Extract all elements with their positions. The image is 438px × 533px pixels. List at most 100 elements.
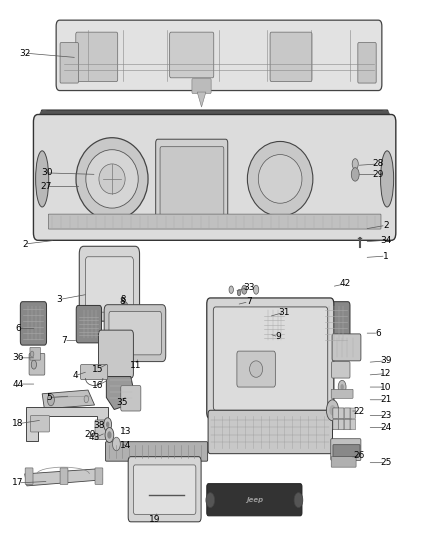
Ellipse shape bbox=[86, 150, 138, 208]
FancyBboxPatch shape bbox=[99, 330, 134, 378]
Text: 3: 3 bbox=[57, 295, 63, 304]
FancyBboxPatch shape bbox=[270, 32, 312, 82]
FancyBboxPatch shape bbox=[128, 457, 201, 522]
FancyBboxPatch shape bbox=[20, 302, 46, 345]
FancyBboxPatch shape bbox=[56, 20, 382, 91]
Text: 7: 7 bbox=[246, 297, 251, 306]
FancyBboxPatch shape bbox=[33, 115, 396, 240]
Circle shape bbox=[329, 405, 336, 416]
FancyBboxPatch shape bbox=[261, 305, 287, 345]
Ellipse shape bbox=[35, 151, 49, 207]
Circle shape bbox=[237, 290, 241, 296]
FancyBboxPatch shape bbox=[170, 32, 214, 78]
Circle shape bbox=[106, 422, 110, 427]
Circle shape bbox=[338, 381, 346, 394]
FancyBboxPatch shape bbox=[134, 465, 196, 514]
FancyBboxPatch shape bbox=[213, 307, 328, 410]
FancyBboxPatch shape bbox=[339, 419, 344, 430]
Text: 32: 32 bbox=[19, 49, 30, 58]
Text: 6: 6 bbox=[15, 324, 21, 333]
FancyBboxPatch shape bbox=[237, 351, 276, 387]
Text: 36: 36 bbox=[12, 353, 24, 362]
FancyBboxPatch shape bbox=[333, 408, 338, 418]
FancyBboxPatch shape bbox=[339, 408, 344, 418]
Polygon shape bbox=[25, 469, 102, 486]
Text: 31: 31 bbox=[279, 308, 290, 317]
FancyBboxPatch shape bbox=[332, 334, 361, 361]
Ellipse shape bbox=[247, 141, 313, 216]
Text: 27: 27 bbox=[41, 182, 52, 191]
FancyBboxPatch shape bbox=[331, 389, 353, 398]
Text: 30: 30 bbox=[41, 168, 52, 177]
FancyBboxPatch shape bbox=[333, 408, 351, 418]
FancyBboxPatch shape bbox=[207, 483, 302, 516]
Circle shape bbox=[107, 431, 112, 439]
Text: 35: 35 bbox=[117, 398, 128, 407]
Text: 1: 1 bbox=[383, 252, 389, 261]
Text: 14: 14 bbox=[120, 441, 131, 450]
FancyBboxPatch shape bbox=[333, 419, 338, 430]
Text: Jeep: Jeep bbox=[246, 497, 263, 503]
Circle shape bbox=[31, 360, 36, 369]
FancyBboxPatch shape bbox=[60, 43, 78, 83]
Text: 13: 13 bbox=[120, 427, 131, 437]
Text: 8: 8 bbox=[119, 297, 125, 306]
Text: 7: 7 bbox=[61, 336, 67, 345]
FancyBboxPatch shape bbox=[41, 110, 388, 124]
FancyBboxPatch shape bbox=[30, 348, 40, 360]
Text: 15: 15 bbox=[92, 365, 103, 374]
FancyBboxPatch shape bbox=[192, 78, 211, 93]
FancyBboxPatch shape bbox=[345, 419, 350, 430]
FancyBboxPatch shape bbox=[350, 419, 356, 430]
FancyBboxPatch shape bbox=[160, 147, 224, 219]
Text: 2: 2 bbox=[383, 221, 389, 230]
Circle shape bbox=[242, 285, 247, 294]
Text: 9: 9 bbox=[276, 333, 281, 341]
FancyBboxPatch shape bbox=[25, 468, 33, 484]
Text: 17: 17 bbox=[12, 479, 24, 487]
Circle shape bbox=[104, 418, 112, 431]
Circle shape bbox=[254, 285, 259, 294]
Text: 10: 10 bbox=[380, 383, 392, 392]
FancyBboxPatch shape bbox=[333, 419, 351, 430]
Circle shape bbox=[206, 492, 215, 507]
Text: 29: 29 bbox=[373, 170, 384, 179]
FancyBboxPatch shape bbox=[109, 311, 161, 355]
Text: 4: 4 bbox=[72, 372, 78, 381]
Text: 43: 43 bbox=[89, 433, 100, 442]
Text: 28: 28 bbox=[373, 159, 384, 168]
Text: 34: 34 bbox=[380, 236, 392, 245]
Circle shape bbox=[113, 437, 120, 451]
FancyBboxPatch shape bbox=[104, 305, 166, 361]
FancyBboxPatch shape bbox=[121, 385, 141, 411]
Circle shape bbox=[340, 384, 344, 390]
Text: 18: 18 bbox=[12, 419, 24, 428]
Ellipse shape bbox=[379, 110, 390, 124]
Polygon shape bbox=[197, 92, 206, 107]
FancyBboxPatch shape bbox=[208, 410, 332, 454]
Text: 33: 33 bbox=[243, 283, 254, 292]
FancyBboxPatch shape bbox=[60, 468, 68, 484]
Text: 25: 25 bbox=[380, 458, 392, 467]
Polygon shape bbox=[26, 407, 108, 441]
FancyBboxPatch shape bbox=[76, 305, 102, 343]
Text: 11: 11 bbox=[130, 361, 142, 370]
Circle shape bbox=[352, 159, 358, 169]
Text: 24: 24 bbox=[380, 423, 392, 432]
Circle shape bbox=[84, 395, 88, 403]
FancyBboxPatch shape bbox=[76, 32, 118, 82]
Text: 2: 2 bbox=[22, 239, 28, 248]
FancyBboxPatch shape bbox=[332, 361, 350, 378]
Circle shape bbox=[123, 302, 128, 311]
FancyBboxPatch shape bbox=[48, 214, 381, 229]
Text: 6: 6 bbox=[375, 329, 381, 337]
FancyBboxPatch shape bbox=[331, 457, 356, 467]
Text: 21: 21 bbox=[380, 395, 392, 404]
Ellipse shape bbox=[39, 110, 50, 124]
Circle shape bbox=[294, 492, 303, 507]
Text: 16: 16 bbox=[92, 381, 103, 390]
Text: 23: 23 bbox=[380, 411, 392, 420]
Circle shape bbox=[30, 351, 34, 357]
FancyBboxPatch shape bbox=[321, 302, 350, 346]
Circle shape bbox=[351, 168, 359, 181]
